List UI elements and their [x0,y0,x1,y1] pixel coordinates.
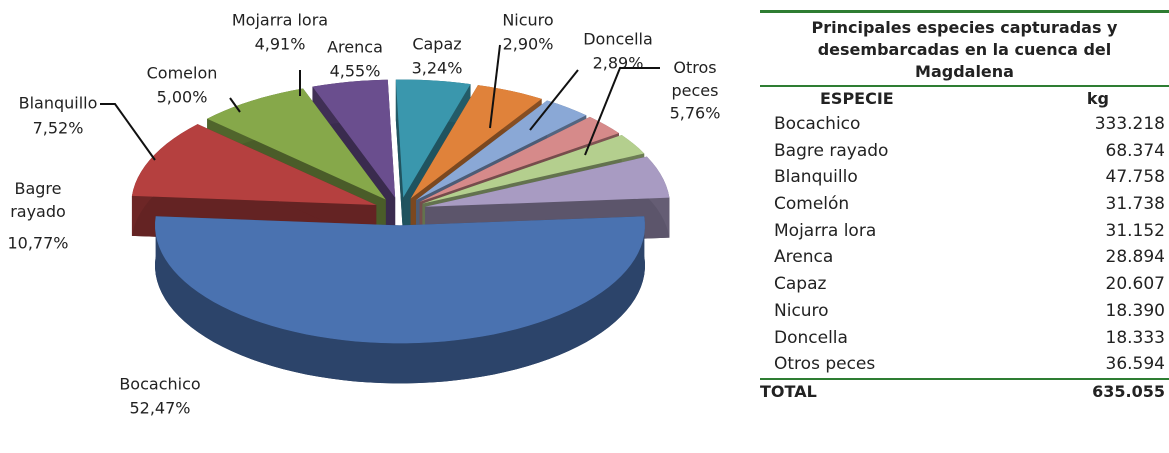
table-cell: 31.738 [1105,194,1165,215]
slice-value-label: 4,91% [255,35,306,54]
table-cell: 31.152 [1105,220,1165,241]
table-row: Otros peces 36.594 [760,351,1169,378]
slice [410,85,542,199]
slice-value-label: 3,24% [412,59,463,78]
slice-value-label: 5,00% [157,88,208,107]
leader-line [489,44,501,129]
slice [419,116,619,202]
table-cell: 18.333 [1105,327,1165,348]
table-row: Blanquillo 47.758 [760,164,1169,191]
table: Principales especies capturadas y desemb… [760,10,1169,404]
table-row: Bocachico 333.218 [760,111,1169,138]
leader-line [100,103,156,161]
table-cell: 20.607 [1105,274,1165,295]
table-total: TOTAL 635.055 [760,377,1169,404]
slice-value-label: 2,90% [503,35,554,54]
slice-label: Doncella [583,30,653,49]
slice-wall [155,216,645,384]
pie-chart: Bocachico 52,47% Bagre rayado 10,77% Blanquil… [7,11,721,418]
table-cell: Capaz [774,274,827,295]
table-cell: 28.894 [1105,247,1165,268]
slice-value-label: 4,55% [330,62,381,81]
table-title: Principales especies capturadas y desemb… [760,10,1169,85]
table-cell: Otros peces [774,354,876,375]
table-cell: Doncella [774,327,848,348]
slice-value-label: 5,76% [670,104,721,123]
table-row: Bagre rayado 68.374 [760,138,1169,165]
slice [155,216,645,344]
slice-label: Arenca [327,38,383,57]
table-row: Comelón 31.738 [760,191,1169,218]
slice-value-label: 10,77% [7,234,68,253]
slice-label: Otros peces [672,58,719,100]
table-cell: Nicuro [774,300,829,321]
table-cell: Mojarra lora [774,220,877,241]
table-cell: 333.218 [1094,114,1165,134]
slice-label: Bocachico [119,375,200,394]
total-cell: TOTAL [760,381,817,401]
table-row: Mojarra lora 31.152 [760,218,1169,245]
slice-value-label: 7,52% [33,119,84,138]
table-cell: Comelón [774,194,850,215]
slice-label: Bagre rayado [10,179,66,221]
slice [422,135,645,204]
slice [131,124,377,205]
slice-label: Blanquillo [19,94,98,113]
table-body: Bocachico 333.218 Bagre rayado 68.374 Blanqu… [760,111,1169,378]
table-row: Arenca 28.894 [760,244,1169,271]
slice [395,79,471,198]
slice-value-label: 2,89% [593,54,644,73]
table-cell: Bocachico [774,114,861,134]
slice [425,156,670,207]
slice-label: Capaz [412,35,461,54]
slice-label: Mojarra lora [232,11,328,30]
table-cell: 47.758 [1105,167,1165,188]
table-cell: 18.390 [1105,300,1165,321]
table-cell: 68.374 [1105,140,1165,161]
slice-value-label: 52,47% [129,399,190,418]
table-cell: Bagre rayado [774,140,889,161]
table-header: ESPECIE kg [760,85,1169,111]
table-row: Doncella 18.333 [760,325,1169,352]
table-cell: 36.594 [1105,354,1165,375]
total-cell: 635.055 [1092,381,1165,401]
table-row: Capaz 20.607 [760,271,1169,298]
slice [312,79,396,198]
table-cell: Arenca [774,247,834,268]
table-row: Nicuro 18.390 [760,298,1169,325]
leader-line [229,97,241,113]
slice-label: Nicuro [502,11,553,30]
leader-line [529,69,579,131]
header-cell: ESPECIE [820,89,894,108]
slice-label: Comelon [147,64,218,83]
slice [207,88,386,200]
table-cell: Blanquillo [774,167,858,188]
leader-line [584,67,660,156]
header-cell: kg [1086,89,1109,108]
slice [416,100,587,201]
